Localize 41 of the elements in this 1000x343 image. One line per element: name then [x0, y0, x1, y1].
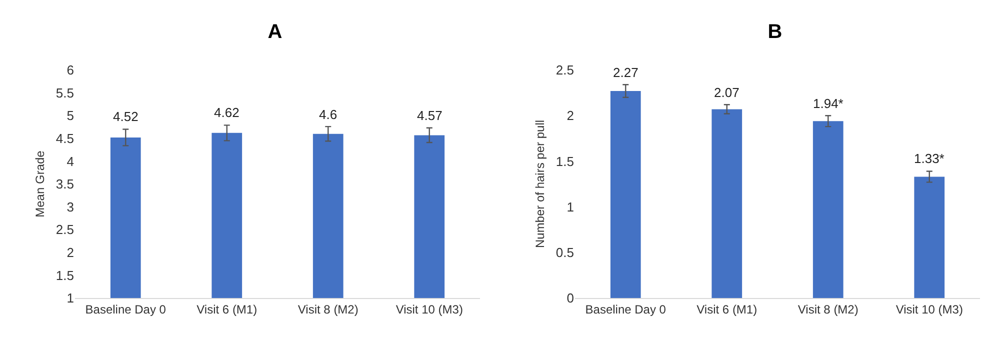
data-label: 2.27: [613, 65, 638, 80]
bar: [712, 109, 742, 298]
data-label: 4.62: [214, 105, 240, 120]
y-tick-label: 0.5: [556, 244, 574, 260]
bar: [610, 90, 641, 298]
data-label: 1.33*: [914, 151, 944, 166]
x-tick-label: Visit 8 (M2): [798, 302, 858, 316]
data-label: 4.57: [417, 108, 442, 123]
y-tick-label: 5.5: [56, 85, 74, 100]
y-axis-title: Number of hairs per pull: [533, 120, 548, 248]
y-tick-label: 1.5: [556, 154, 574, 169]
data-label: 2.07: [714, 85, 740, 100]
x-tick-label: Baseline Day 0: [585, 302, 666, 316]
y-tick-label: 4.5: [56, 130, 74, 146]
y-tick-label: 1: [66, 290, 74, 306]
x-tick-label: Visit 6 (M1): [696, 302, 758, 316]
data-label: 4.6: [319, 107, 338, 122]
x-tick-label: Visit 10 (M3): [896, 302, 963, 316]
x-tick-label: Visit 10 (M3): [396, 302, 463, 316]
y-tick-label: 5: [66, 108, 74, 124]
bar: [812, 121, 844, 298]
chart-title: B: [768, 21, 782, 44]
y-tick-label: 0: [566, 290, 574, 306]
y-tick-label: 2.5: [56, 222, 74, 238]
y-tick-label: 2: [566, 108, 574, 124]
y-tick-label: 2.5: [556, 62, 574, 78]
y-axis-title: Mean Grade: [33, 150, 48, 218]
y-tick-label: 1: [566, 199, 574, 214]
x-tick-label: Visit 8 (M2): [298, 302, 358, 316]
y-tick-label: 2: [66, 244, 74, 260]
y-tick-label: 3.5: [56, 176, 74, 192]
x-tick-label: Baseline Day 0: [85, 302, 166, 316]
bar: [914, 176, 945, 298]
y-tick-label: 3: [66, 199, 74, 214]
y-tick-label: 1.5: [56, 268, 74, 283]
x-tick-label: Visit 6 (M1): [196, 302, 258, 316]
data-label: 1.94*: [813, 96, 844, 111]
y-tick-label: 6: [66, 62, 74, 78]
chart-title: A: [268, 21, 282, 44]
y-tick-label: 4: [66, 154, 74, 169]
data-label: 4.52: [113, 109, 138, 124]
